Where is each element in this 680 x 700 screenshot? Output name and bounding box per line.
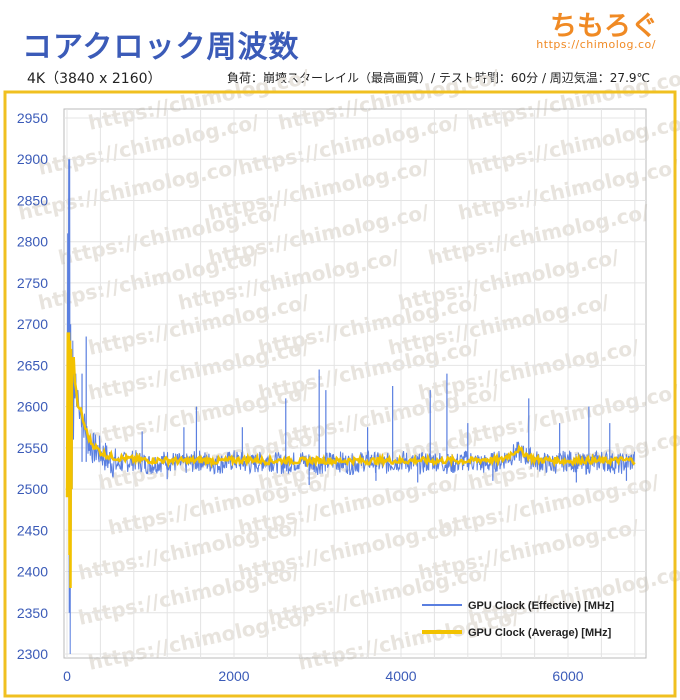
resolution-subtitle: 4K（3840 x 2160）	[27, 71, 162, 87]
chart-legend: GPU Clock (Effective) [MHz] GPU Clock (A…	[422, 600, 614, 639]
series-average-clock	[65, 332, 636, 589]
site-logo: ちもろぐ	[550, 11, 658, 42]
y-tick-label: 2700	[17, 316, 48, 332]
x-axis-ticks: 0 2000 4000 6000	[63, 668, 584, 684]
y-tick-label: 2800	[17, 234, 48, 250]
y-tick-label: 2950	[17, 110, 48, 126]
site-logo-url: https://chimolog.co/	[536, 38, 656, 51]
y-tick-label: 2600	[17, 399, 48, 415]
y-tick-label: 2300	[17, 646, 48, 662]
y-tick-label: 2900	[17, 151, 48, 167]
plot-area	[63, 108, 647, 659]
y-tick-label: 2350	[17, 605, 48, 621]
x-tick-label: 6000	[552, 668, 583, 684]
legend-label-effective: GPU Clock (Effective) [MHz]	[468, 600, 614, 612]
y-tick-label: 2650	[17, 357, 48, 373]
x-tick-label: 4000	[385, 668, 416, 684]
y-tick-label: 2400	[17, 564, 48, 580]
y-tick-label: 2450	[17, 522, 48, 538]
y-tick-label: 2550	[17, 440, 48, 456]
y-tick-label: 2500	[17, 481, 48, 497]
plot-area-border	[3, 90, 677, 698]
chart-title: コアクロック周波数	[22, 30, 300, 65]
y-axis-ticks: 2300 2350 2400 2450 2500 2550 2600 2650 2700 2750…	[17, 110, 48, 662]
test-conditions-subtitle: 負荷：崩壊スターレイル（最高画質）/ テスト時間：60分 / 周辺気温：27.9…	[227, 71, 650, 85]
x-tick-label: 2000	[218, 668, 249, 684]
legend-label-average: GPU Clock (Average) [MHz]	[468, 627, 612, 639]
watermark-layer: https://chimolog.co/https://chimolog.co/…	[16, 64, 680, 674]
average-clock-line	[65, 332, 636, 589]
y-tick-label: 2750	[17, 275, 48, 291]
y-tick-label: 2850	[17, 192, 48, 208]
x-tick-label: 0	[63, 668, 71, 684]
